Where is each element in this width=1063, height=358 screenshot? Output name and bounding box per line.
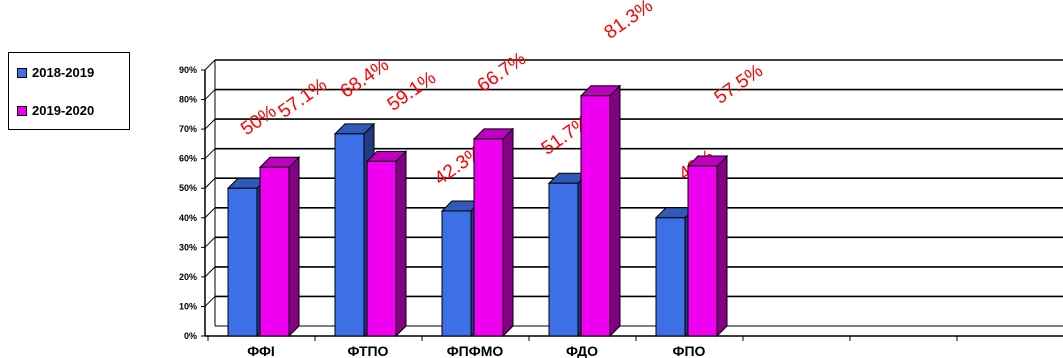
plot-area — [205, 60, 1063, 336]
y-tick-label: 90% — [179, 65, 197, 75]
bar-2018-2019-ФПО — [655, 217, 686, 337]
bar-2018-2019-ФДО — [548, 182, 579, 337]
legend-swatch-2018-2019 — [17, 67, 27, 78]
chart-legend: 2018-2019 2019-2020 — [8, 52, 130, 130]
y-tick-label: 30% — [179, 242, 197, 252]
y-tick-label: 60% — [179, 154, 197, 164]
y-tick-label: 40% — [179, 213, 197, 223]
y-tick-label: 10% — [179, 301, 197, 311]
y-tick-label: 20% — [179, 272, 197, 282]
data-label: 81.3% — [601, 0, 657, 44]
x-tick-label: ФДО — [566, 343, 598, 358]
x-tick-label: ФТПО — [348, 343, 389, 358]
bar-side — [395, 150, 407, 338]
x-tick-label: ФФІ — [247, 343, 275, 358]
gridline-side — [204, 296, 216, 307]
y-tick-label: 70% — [179, 124, 197, 134]
gridline-side — [204, 236, 216, 248]
gridline-side — [204, 266, 216, 278]
y-tick-label: 80% — [179, 95, 197, 105]
gridline-side — [204, 59, 216, 71]
bar-side — [288, 156, 300, 338]
bar-side — [502, 127, 514, 338]
legend-label-2018-2019: 2018-2019 — [32, 65, 95, 80]
y-tick-label: 50% — [179, 183, 197, 193]
gridline-side — [204, 148, 216, 160]
gridline-side — [204, 207, 216, 219]
bar-side — [716, 154, 728, 338]
bar-side — [609, 84, 621, 338]
bar-2019-2020-ФТПО — [366, 160, 397, 337]
gridline-side — [204, 177, 216, 189]
y-tick-label: 0% — [184, 331, 197, 341]
legend-item-2018-2019: 2018-2019 — [17, 65, 94, 80]
bar-2018-2019-ФПФМО — [441, 210, 472, 337]
gridline-side — [204, 118, 216, 130]
bar-2019-2020-ФПФМО — [473, 138, 504, 337]
legend-label-2019-2020: 2019-2020 — [32, 103, 95, 118]
legend-swatch-2019-2020 — [17, 105, 27, 116]
x-tick-label: ФПО — [673, 343, 706, 358]
bar-2019-2020-ФДО — [580, 95, 611, 337]
x-tick-label: ФПФМО — [447, 343, 504, 358]
legend-item-2019-2020: 2019-2020 — [17, 103, 94, 118]
bar-2019-2020-ФПО — [687, 165, 718, 337]
bar-2019-2020-ФФІ — [259, 166, 290, 337]
gridline-side — [204, 89, 216, 100]
bar-2018-2019-ФФІ — [227, 187, 258, 337]
bar-2018-2019-ФТПО — [334, 133, 365, 337]
